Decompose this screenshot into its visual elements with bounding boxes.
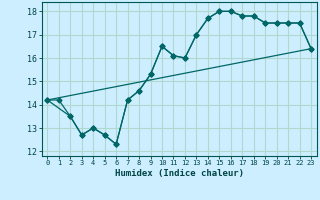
X-axis label: Humidex (Indice chaleur): Humidex (Indice chaleur) [115, 169, 244, 178]
